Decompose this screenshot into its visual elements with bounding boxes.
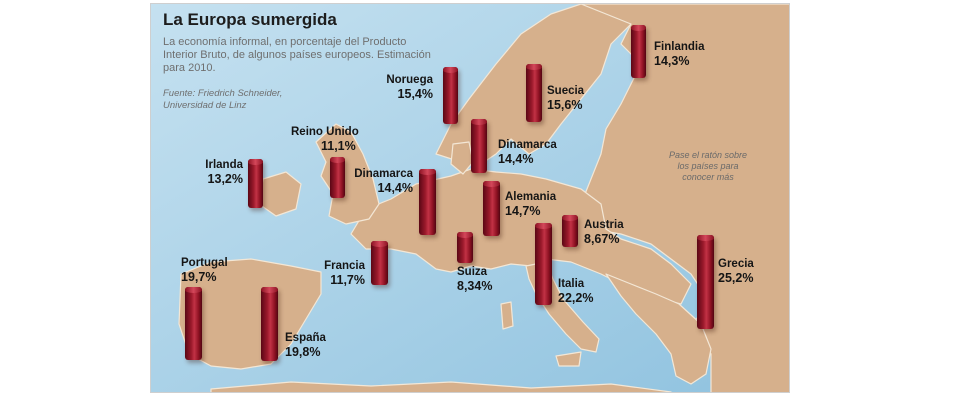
source-note: Fuente: Friedrich Schneider, Universidad… [163, 88, 283, 111]
land-africa [210, 381, 672, 392]
land-sardinia [500, 301, 514, 330]
bar-grecia[interactable] [697, 235, 714, 329]
page-title: La Europa sumergida [163, 10, 337, 29]
hover-hint: Pase el ratón sobre los países para cono… [668, 150, 748, 182]
page-subtitle: La economía informal, en porcentaje del … [163, 36, 431, 74]
bar-noruega[interactable] [443, 67, 458, 124]
label-italia: Italia 22,2% [558, 278, 594, 305]
bar-dinamarca-norte[interactable] [471, 119, 487, 173]
bar-dinamarca[interactable] [419, 169, 436, 235]
land-denmark [450, 141, 474, 175]
label-espana: España 19,8% [285, 332, 326, 359]
bar-espana[interactable] [261, 287, 278, 361]
label-reino-unido: Reino Unido 11,1% [291, 126, 359, 153]
label-portugal: Portugal 19,7% [181, 257, 228, 284]
label-dinamarca-norte: Dinamarca 14,4% [498, 139, 557, 166]
label-suiza: Suiza 8,34% [457, 266, 493, 293]
bar-francia[interactable] [371, 241, 388, 285]
bar-italia[interactable] [535, 223, 552, 305]
bar-alemania[interactable] [483, 181, 500, 236]
label-suecia: Suecia 15,6% [547, 85, 585, 112]
map-frame: La Europa sumergida La economía informal… [150, 3, 790, 393]
label-francia: Francia 11,7% [324, 260, 365, 287]
bar-portugal[interactable] [185, 287, 202, 360]
label-irlanda: Irlanda 13,2% [205, 159, 243, 186]
label-noruega: Noruega 15,4% [386, 74, 433, 101]
bar-irlanda[interactable] [248, 159, 263, 208]
label-alemania: Alemania 14,7% [505, 191, 557, 218]
label-grecia: Grecia 25,2% [718, 258, 754, 285]
label-dinamarca: Dinamarca 14,4% [354, 168, 413, 195]
label-finlandia: Finlandia 14,3% [654, 41, 705, 68]
label-austria: Austria 8,67% [584, 219, 624, 246]
land-britain [315, 123, 380, 225]
bar-suiza[interactable] [457, 232, 473, 263]
land-sicily [555, 351, 582, 367]
bar-austria[interactable] [562, 215, 578, 247]
land-balkans [605, 273, 712, 385]
bar-finlandia[interactable] [631, 25, 646, 78]
bar-reino-unido[interactable] [330, 157, 345, 198]
bar-suecia[interactable] [526, 64, 542, 122]
